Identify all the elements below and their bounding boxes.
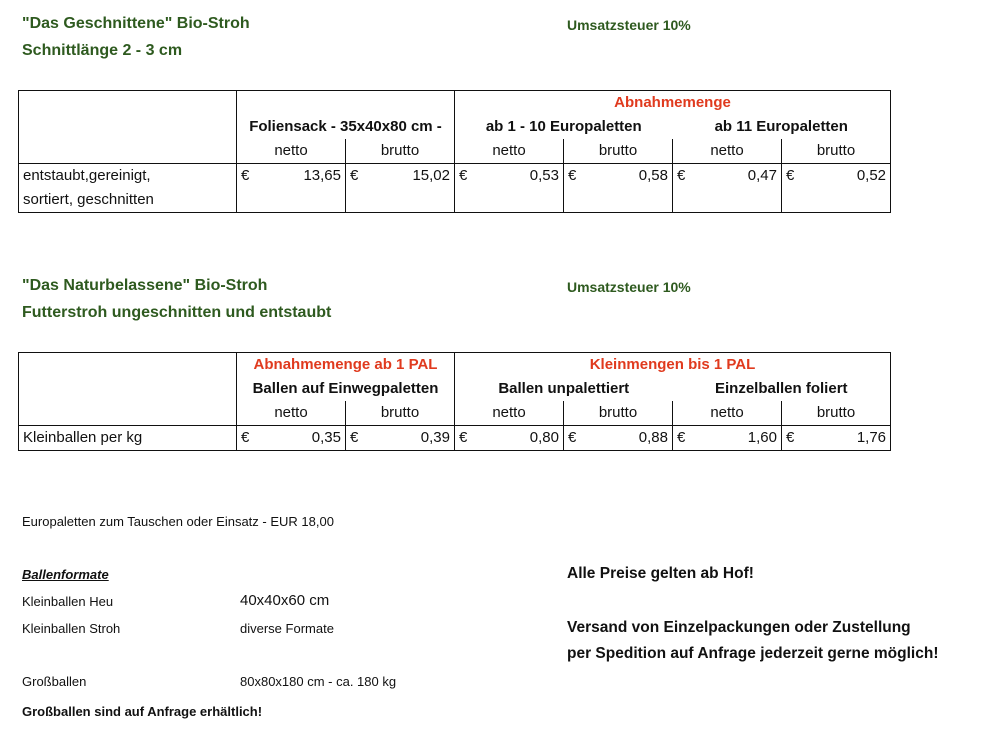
table2-price-cell: €0,35 [236,425,346,451]
table2-price-cell: €1,60 [672,425,782,451]
table1-sub-brutto: brutto [563,139,673,164]
price-value: 0,39 [420,429,450,446]
table1-col-ab1-10: ab 1 - 10 Europaletten [454,115,673,139]
price-value: 0,88 [638,429,668,446]
table2-price-cell: €0,80 [454,425,564,451]
currency-symbol: € [350,167,359,184]
price-value: 1,76 [856,429,887,446]
grossballen-note: Großballen sind auf Anfrage erhältlich! [22,704,263,719]
price-table-cut-straw: Abnahmemenge Foliensack - 35x40x80 cm - … [18,90,892,213]
table2-sub-netto: netto [672,401,782,426]
section1-vat: Umsatzsteuer 10% [567,17,691,33]
section1-title: "Das Geschnittene" Bio-Stroh [22,15,250,32]
currency-symbol: € [241,429,250,446]
price-table-natural-straw: Abnahmemenge ab 1 PAL Kleinmengen bis 1 … [18,352,892,451]
table1-price-cell: €0,52 [781,163,892,188]
table2-col-unpalettiert: Ballen unpalettiert [498,380,630,397]
price-value: 13,65 [303,167,341,184]
price-value: 0,52 [856,167,887,184]
table2-price-cell: €1,76 [781,425,892,451]
table1-corner [18,90,237,115]
table2-sub-brutto: brutto [781,401,892,426]
section1-subtitle: Schnittlänge 2 - 3 cm [22,42,183,59]
price-value: 15,02 [412,167,450,184]
table2-sub-brutto: brutto [345,401,455,426]
currency-symbol: € [459,429,468,446]
section2-title: "Das Naturbelassene" Bio-Stroh [22,277,268,294]
table2-group-header-right: Kleinmengen bis 1 PAL [454,352,892,377]
currency-symbol: € [568,167,577,184]
format-value: 40x40x60 cm [240,592,330,609]
format-value: diverse Formate [240,621,334,636]
price-value: 0,53 [529,167,559,184]
price-value: 1,60 [747,429,777,446]
table1-sub-brutto: brutto [345,139,455,164]
format-label: Großballen [22,674,87,689]
table2-corner [18,352,237,377]
table2-col-foliert: Einzelballen foliert [672,377,892,401]
price-value: 0,35 [311,429,341,446]
format-value: 80x80x180 cm - ca. 180 kg [240,674,397,689]
currency-symbol: € [786,429,795,446]
price-value: 0,58 [638,167,668,184]
currency-symbol: € [459,167,468,184]
currency-symbol: € [350,429,359,446]
shipping-note-line2: per Spedition auf Anfrage jederzeit gern… [567,645,939,662]
table2-col-einwegpaletten: Ballen auf Einwegpaletten [236,377,455,401]
table1-sub-netto: netto [454,139,564,164]
table1-sub-netto: netto [672,139,782,164]
table2-row-label: Kleinballen per kg [18,425,237,451]
ballenformate-title: Ballenformate [22,567,109,582]
table2-sub-netto: netto [454,401,564,426]
table1-price-cell: €15,02 [345,163,455,188]
currency-symbol: € [568,429,577,446]
table2-price-cell: €0,39 [345,425,455,451]
shipping-note-line1: Versand von Einzelpackungen oder Zustell… [567,619,911,636]
table1-col-foliensack: Foliensack - 35x40x80 cm - [249,118,442,135]
table1-sub-brutto: brutto [781,139,892,164]
table2-sub-netto: netto [236,401,346,426]
currency-symbol: € [241,167,250,184]
format-label: Kleinballen Stroh [22,621,121,636]
table1-sub-netto: netto [236,139,346,164]
format-label: Kleinballen Heu [22,594,114,609]
table2-group-header-left: Abnahmemenge ab 1 PAL [236,352,455,377]
price-value: 0,80 [529,429,559,446]
price-note: Alle Preise gelten ab Hof! [567,565,754,582]
price-value: 0,47 [747,167,777,184]
table1-row-label-2: sortiert, geschnitten [18,188,237,213]
europaletten-note: Europaletten zum Tauschen oder Einsatz -… [22,514,334,529]
table1-price-cell: €0,47 [672,163,782,188]
currency-symbol: € [677,167,686,184]
table1-price-cell: €0,58 [563,163,673,188]
section2-vat: Umsatzsteuer 10% [567,279,691,295]
currency-symbol: € [786,167,795,184]
table1-row-label: entstaubt,gereinigt, [18,163,237,188]
table1-col-ab11: ab 11 Europaletten [672,115,892,139]
table2-price-cell: €0,88 [563,425,673,451]
currency-symbol: € [677,429,686,446]
table1-price-cell: €0,53 [454,163,564,188]
table1-group-header: Abnahmemenge [453,90,892,115]
section2-subtitle: Futterstroh ungeschnitten und entstaubt [22,304,332,321]
table1-price-cell: €13,65 [236,163,346,188]
table2-sub-brutto: brutto [563,401,673,426]
